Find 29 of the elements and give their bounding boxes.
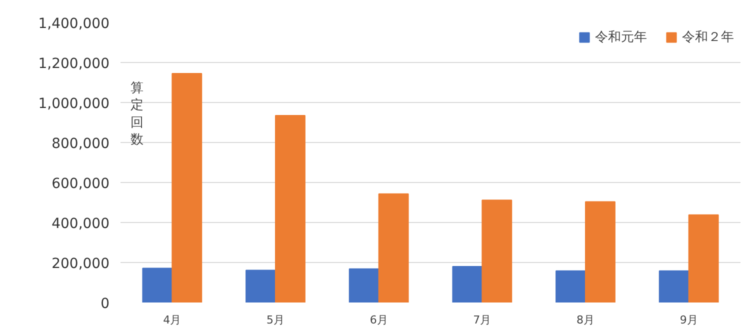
y-tick-label: 600,000 [52,176,110,192]
y-tick-label: 0 [100,296,110,312]
bar [378,193,409,302]
bar [246,270,276,302]
bar [452,266,483,302]
x-tick-label: 9月 [680,314,698,326]
x-tick-label: 8月 [576,314,594,326]
bar [142,268,173,302]
bar [172,73,202,302]
y-tick-label: 400,000 [52,216,110,232]
bar [348,268,380,302]
bar [556,270,586,302]
bar [585,201,616,302]
y-tick-label: 1,200,000 [38,56,110,72]
y-tick-label: 800,000 [52,136,110,152]
x-tick-label: 6月 [370,314,388,326]
x-tick-label: 4月 [163,314,182,326]
bar [482,200,512,302]
x-tick-label: 7月 [473,314,492,326]
x-tick-label: 5月 [266,314,284,326]
bar [275,115,306,302]
y-axis-title: 算定回数 [130,80,144,148]
bar [658,270,690,302]
y-tick-label: 1,000,000 [38,96,110,112]
legend-label: 令和２年 [682,29,734,46]
y-tick-label: 1,400,000 [38,16,110,32]
y-tick-label: 200,000 [52,256,110,272]
bar [688,214,719,302]
legend-label: 令和元年 [595,29,647,46]
